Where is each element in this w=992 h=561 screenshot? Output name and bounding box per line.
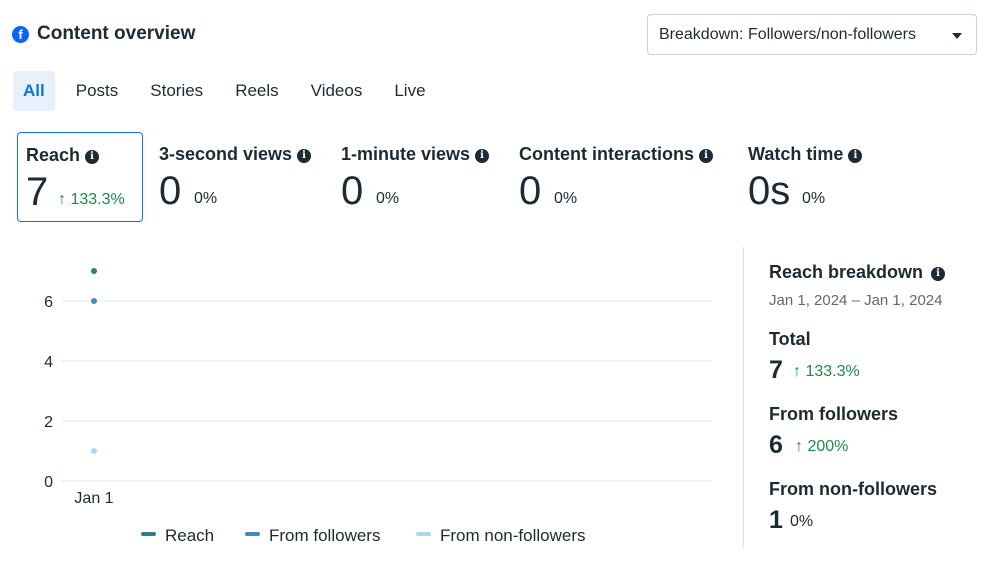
legend-label: From followers: [269, 526, 380, 545]
breakdown-row-change: ↑ 133.3%: [793, 363, 860, 380]
y-tick-label: 4: [44, 354, 53, 371]
y-tick-label: 6: [44, 294, 53, 311]
metric-change: ↑ 133.3%: [58, 191, 125, 208]
tab-posts[interactable]: Posts: [75, 81, 119, 100]
metric-card-1-minute-views[interactable]: 1-minute views i 0 0%: [341, 132, 501, 222]
breakdown-title: Reach breakdown: [769, 262, 924, 282]
x-tick-label: Jan 1: [74, 490, 113, 507]
metric-card-content-interactions[interactable]: Content interactions i 0 0%: [519, 132, 729, 222]
tab-stories[interactable]: Stories: [150, 81, 204, 100]
legend-label: From non-followers: [440, 526, 586, 545]
breakdown-dropdown-label: Breakdown: Followers/non-followers: [659, 26, 916, 43]
data-point: [91, 268, 97, 274]
info-icon[interactable]: i: [848, 149, 863, 163]
metric-card-reach[interactable]: Reach i 7 ↑ 133.3%: [17, 132, 143, 222]
metric-label: Content interactions: [519, 144, 695, 164]
metric-value: 7: [26, 170, 49, 214]
tab-all[interactable]: All: [13, 71, 55, 111]
breakdown-row-label: From non-followers: [769, 479, 937, 499]
metric-change: 0%: [802, 190, 826, 207]
panel-divider: [743, 247, 744, 547]
metric-label: Reach: [26, 145, 81, 165]
reach-chart: 0 2 4 6 Jan 1 Reach From followers From non-fol…: [44, 268, 712, 545]
breakdown-row-value: 1: [769, 506, 783, 534]
y-tick-label: 0: [44, 474, 53, 491]
info-icon[interactable]: i: [297, 149, 312, 163]
breakdown-row-change: ↑ 200%: [795, 438, 849, 455]
metric-card-3-second-views[interactable]: 3-second views i 0 0%: [159, 132, 324, 222]
breakdown-date-range: Jan 1, 2024 – Jan 1, 2024: [769, 292, 943, 309]
breakdown-row-change: 0%: [790, 513, 814, 530]
legend-swatch: [416, 532, 431, 536]
metric-change: 0%: [554, 190, 578, 207]
breakdown-row-value: 6: [769, 431, 783, 459]
metric-card-watch-time[interactable]: Watch time i 0s 0%: [748, 132, 878, 222]
breakdown-row-value: 7: [769, 356, 783, 384]
tab-live[interactable]: Live: [394, 81, 426, 100]
breakdown-row-label: From followers: [769, 404, 899, 424]
tab-reels[interactable]: Reels: [235, 81, 279, 100]
breakdown-dropdown[interactable]: Breakdown: Followers/non-followers: [647, 14, 977, 55]
content-overview-header: f Content overview Breakdown: Followers/…: [12, 14, 978, 56]
data-point: [91, 448, 97, 454]
content-type-tabs: All Posts Stories Reels Videos Live: [13, 71, 448, 111]
metric-value: 0: [159, 169, 182, 213]
legend-swatch: [245, 532, 260, 536]
metric-value: 0: [519, 169, 542, 213]
legend-swatch: [141, 532, 156, 536]
data-point: [91, 298, 97, 304]
metric-value: 0s: [748, 169, 791, 213]
page-title: Content overview: [37, 23, 196, 44]
info-icon[interactable]: i: [85, 150, 100, 164]
y-tick-label: 2: [44, 414, 53, 431]
legend-label: Reach: [165, 526, 214, 545]
metric-change: 0%: [194, 190, 218, 207]
metric-value: 0: [341, 169, 364, 213]
metric-label: Watch time: [748, 144, 844, 164]
metric-label: 3-second views: [159, 144, 293, 164]
metric-label: 1-minute views: [341, 144, 471, 164]
breakdown-row-label: Total: [769, 329, 811, 349]
info-icon[interactable]: i: [475, 149, 490, 163]
info-icon[interactable]: i: [931, 267, 946, 281]
caret-down-icon: [952, 33, 962, 39]
metric-change: 0%: [376, 190, 400, 207]
info-icon[interactable]: i: [699, 149, 714, 163]
facebook-icon: f: [12, 26, 29, 43]
tab-videos[interactable]: Videos: [310, 81, 363, 100]
